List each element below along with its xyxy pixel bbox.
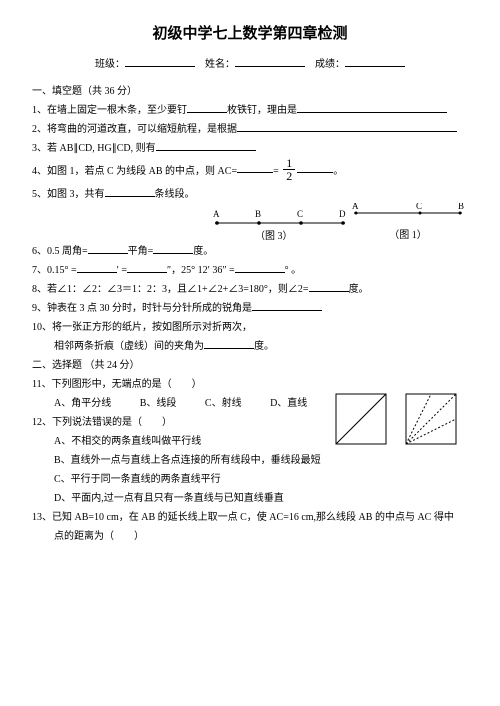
q3: 3、若 AB∥CD, HG∥CD, 则有 [32, 140, 468, 157]
figure-3-caption: （图 3） [255, 230, 293, 241]
q7-mid1: ′ = [117, 265, 127, 276]
q5-blank[interactable] [105, 196, 155, 197]
q11-opt-d[interactable]: D、直线 [270, 398, 307, 409]
fig3-b-label: B [255, 209, 261, 219]
q11-opt-c[interactable]: C、射线 [205, 398, 242, 409]
q10-line1: 10、将一张正方形的纸片，按如图所示对折两次， [32, 319, 468, 336]
q6-post: 度。 [193, 246, 213, 257]
figure-1: A C B （图 1） [348, 203, 468, 244]
q7-pre: 7、0.15° = [32, 265, 77, 276]
q9: 9、钟表在 3 点 30 分时，时针与分针所成的锐角是 [32, 300, 468, 317]
q4-blank2[interactable] [297, 172, 333, 173]
q3-blank[interactable] [156, 150, 256, 151]
q7: 7、0.15° = ′ = ″，25° 12′ 36″ = ° 。 [32, 262, 468, 279]
fig1-c-label: C [416, 203, 422, 211]
section-choice-title: 二、选择题 （共 24 分） [32, 357, 468, 374]
q5: 5、如图 3，共有 条线段。 [32, 186, 468, 203]
q2-blank[interactable] [237, 131, 457, 132]
exam-title: 初级中学七上数学第四章检测 [32, 22, 468, 48]
q2-pre: 2、将弯曲的河道改直，可以缩短航程，是根据 [32, 124, 237, 135]
q1-blank2[interactable] [297, 112, 447, 113]
class-label: 班级： [95, 59, 125, 70]
q8: 8、若∠1：∠2：∠3＝1：2：3，且∠1+∠2+∠3=180°，则∠2= 度。 [32, 281, 468, 298]
q4-blank1[interactable] [237, 172, 273, 173]
q8-blank[interactable] [309, 291, 349, 292]
student-info-line: 班级： 姓名： 成绩： [32, 56, 468, 73]
q4-post: 。 [333, 165, 343, 176]
q8-post: 度。 [349, 284, 369, 295]
q12-opt-b[interactable]: B、直线外一点与直线上各点连接的所有线段中，垂线段最短 [32, 452, 468, 469]
name-label: 姓名： [205, 59, 235, 70]
q12-opt-d[interactable]: D、平面内,过一点有且只有一条直线与已知直线垂直 [32, 490, 468, 507]
q3-pre: 3、若 AB∥CD, HG∥CD, 则有 [32, 143, 156, 154]
q7-post: ° 。 [285, 265, 302, 276]
q11-opt-a[interactable]: A、角平分线 [54, 398, 111, 409]
q10c-text: 度。 [254, 341, 274, 352]
q11: 11、下列图形中，无端点的是（ ） [32, 376, 468, 393]
q8-pre: 8、若∠1：∠2：∠3＝1：2：3，且∠1+∠2+∠3=180°，则∠2= [32, 284, 309, 295]
q1-pre: 1、在墙上固定一根木条，至少要钉 [32, 105, 187, 116]
figure-10-svg [334, 392, 464, 448]
q13-line2: 点的距离为（ ） [32, 528, 468, 545]
name-blank[interactable] [235, 66, 305, 67]
q10b-text: 相邻两条折痕（虚线）间的夹角为 [54, 341, 204, 352]
q7-blank3[interactable] [235, 272, 285, 273]
q7-mid2: ″，25° 12′ 36″ = [167, 265, 235, 276]
figure-3-svg: A B C D （图 3） [205, 207, 355, 241]
q4-pre: 4、如图 1，若点 C 为线段 AB 的中点，则 AC= [32, 165, 237, 176]
fig1-a-label: A [352, 203, 359, 211]
q5-post: 条线段。 [155, 189, 195, 200]
q12-opt-c[interactable]: C、平行于同一条直线的两条直线平行 [32, 471, 468, 488]
q7-blank2[interactable] [127, 272, 167, 273]
q9-blank[interactable] [252, 310, 322, 311]
q13-line1: 13、已知 AB=10 cm，在 AB 的延长线上取一点 C，使 AC=16 c… [32, 509, 468, 526]
q1: 1、在墙上固定一根木条，至少要钉 枚铁钉，理由是 [32, 102, 468, 119]
q6: 6、0.5 周角= 平角= 度。 [32, 243, 468, 260]
fig1-b-label: B [458, 203, 464, 211]
score-blank[interactable] [345, 66, 405, 67]
figure-10 [334, 392, 464, 448]
q7-blank1[interactable] [77, 272, 117, 273]
q2: 2、将弯曲的河道改直，可以缩短航程，是根据 [32, 121, 468, 138]
q4: 4、如图 1，若点 C 为线段 AB 的中点，则 AC= = 12 。 [32, 159, 468, 184]
q6-blank1[interactable] [88, 253, 128, 254]
q6-mid: 平角= [128, 246, 154, 257]
q11-opt-b[interactable]: B、线段 [140, 398, 177, 409]
q4-eq: = [273, 165, 279, 176]
q1-mid: 枚铁钉，理由是 [227, 105, 297, 116]
fig3-c-label: C [297, 209, 303, 219]
q9-text: 9、钟表在 3 点 30 分时，时针与分针所成的锐角是 [32, 303, 252, 314]
score-label: 成绩： [315, 59, 345, 70]
fraction-one-half: 12 [283, 157, 295, 182]
exam-page: 初级中学七上数学第四章检测 班级： 姓名： 成绩： 一、填空题（共 36 分） … [0, 0, 500, 706]
section-fill-title: 一、填空题（共 36 分） [32, 83, 468, 100]
q10-blank[interactable] [204, 348, 254, 349]
q10-line2: 相邻两条折痕（虚线）间的夹角为 度。 [32, 338, 468, 355]
fig3-a-label: A [213, 209, 220, 219]
q6-pre: 6、0.5 周角= [32, 246, 88, 257]
q5-pre: 5、如图 3，共有 [32, 189, 105, 200]
q6-blank2[interactable] [153, 253, 193, 254]
class-blank[interactable] [125, 66, 195, 67]
fig3-d-label: D [339, 209, 346, 219]
q1-blank1[interactable] [187, 112, 227, 113]
